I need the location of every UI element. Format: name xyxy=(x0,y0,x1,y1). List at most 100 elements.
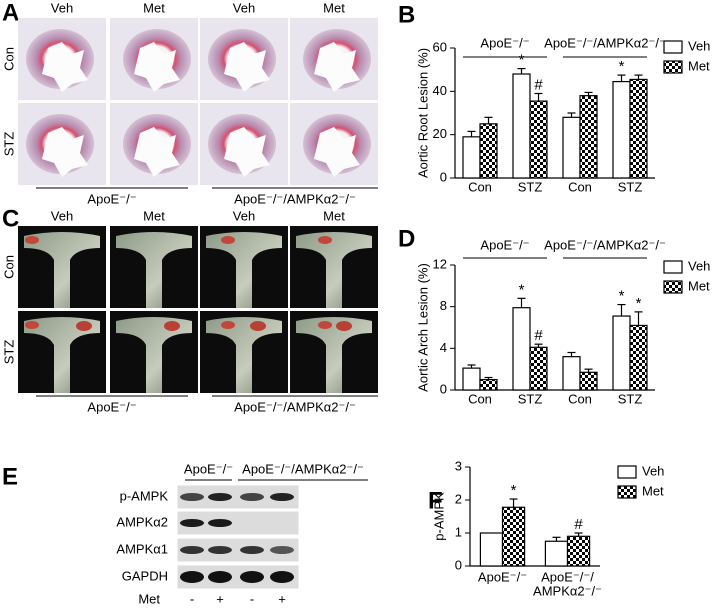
blot-band xyxy=(180,493,204,501)
significance-marker: * xyxy=(619,288,625,305)
column-label: Veh xyxy=(233,0,255,15)
x-tick-label: STZ xyxy=(518,179,543,194)
y-axis-label: p-AMPK xyxy=(431,492,446,541)
lesion xyxy=(221,236,235,244)
group-label: ApoE⁻/⁻/AMPKα2⁻/⁻ xyxy=(234,191,356,206)
lumen xyxy=(224,127,270,177)
y-tick-label: 0 xyxy=(440,169,447,184)
row-label: Con xyxy=(1,255,16,279)
y-tick-label: 40 xyxy=(433,83,447,98)
legend-swatch xyxy=(663,260,683,274)
treatment-label: Met xyxy=(138,591,160,606)
image-tile xyxy=(200,226,288,308)
significance-marker: * xyxy=(519,52,525,69)
group-label: ApoE⁻/⁻/AMPKα2⁻/⁻ xyxy=(544,35,666,50)
blot-row-label: AMPKα2 xyxy=(116,514,168,529)
x-tick-label: Con xyxy=(568,391,592,406)
x-tick-label: Con xyxy=(568,179,592,194)
blot-group-label: ApoE⁻/⁻ xyxy=(184,461,233,476)
panel-label: C xyxy=(2,205,19,232)
aortic-arch xyxy=(116,232,192,308)
image-tile xyxy=(18,311,106,393)
bar xyxy=(462,136,481,179)
blot-row-label: AMPKα1 xyxy=(116,541,168,556)
column-label: Veh xyxy=(233,208,255,223)
lumen xyxy=(42,127,88,177)
significance-marker: # xyxy=(574,516,583,533)
lesion xyxy=(76,321,92,331)
image-tile xyxy=(200,311,288,393)
legend-label: Met xyxy=(642,483,664,498)
group-label: ApoE⁻/⁻/AMPKα2⁻/⁻ xyxy=(544,237,666,252)
legend-label: Veh xyxy=(642,463,664,478)
bar xyxy=(479,123,498,179)
row-label: STZ xyxy=(1,132,16,157)
treatment-level: + xyxy=(216,591,224,606)
image-tile xyxy=(110,226,198,308)
group-label: ApoE⁻/⁻ xyxy=(87,399,136,414)
lesion xyxy=(336,321,352,331)
bar xyxy=(612,80,631,179)
lesion xyxy=(25,321,39,329)
aortic-arch xyxy=(206,317,282,393)
bar xyxy=(529,100,548,179)
y-tick-label: 0 xyxy=(440,381,447,396)
row-label: Con xyxy=(1,47,16,71)
blot-row-label: p-AMPK xyxy=(120,488,169,503)
aortic-arch xyxy=(24,317,100,393)
image-tile xyxy=(110,311,198,393)
lesion xyxy=(221,321,235,329)
aortic-arch xyxy=(24,232,100,308)
x-tick-label: STZ xyxy=(518,391,543,406)
bar xyxy=(612,315,631,391)
legend-swatch xyxy=(617,485,637,499)
x-tick-label: ApoE⁻/⁻ xyxy=(478,569,527,584)
x-tick-label: STZ xyxy=(618,179,643,194)
bar xyxy=(629,78,648,179)
lumen xyxy=(314,42,360,92)
lesion xyxy=(164,321,180,331)
bar xyxy=(529,346,548,391)
lumen xyxy=(314,127,360,177)
blot-row-label: GAPDH xyxy=(122,568,168,583)
bar xyxy=(479,532,504,567)
y-tick-label: 60 xyxy=(433,39,447,54)
bar xyxy=(512,73,531,179)
aortic-arch xyxy=(296,232,372,308)
panel-label: E xyxy=(2,463,18,490)
y-tick-label: 0 xyxy=(455,557,462,572)
bar xyxy=(479,378,498,391)
aortic-arch xyxy=(206,232,282,308)
bar xyxy=(629,324,648,391)
blot-band xyxy=(208,519,232,527)
image-tile xyxy=(18,18,106,100)
lumen xyxy=(224,42,270,92)
y-tick-label: 4 xyxy=(440,340,447,355)
blot-band xyxy=(240,493,264,501)
significance-marker: * xyxy=(511,482,517,499)
blot-band xyxy=(270,571,294,583)
lesion xyxy=(250,321,266,331)
image-tile xyxy=(290,103,378,185)
legend-label: Met xyxy=(688,58,710,73)
y-tick-label: 2 xyxy=(455,491,462,506)
lesion xyxy=(25,236,39,244)
image-tile xyxy=(290,18,378,100)
image-tile xyxy=(110,103,198,185)
lumen xyxy=(134,127,180,177)
treatment-level: - xyxy=(190,591,194,606)
treatment-level: + xyxy=(278,591,286,606)
blot-band xyxy=(240,571,264,583)
row-label: STZ xyxy=(1,340,16,365)
y-axis-label: Aortic Root Lesion (%) xyxy=(415,48,430,178)
legend-swatch xyxy=(663,60,683,74)
legend-label: Veh xyxy=(688,258,710,273)
x-tick-label: Con xyxy=(468,391,492,406)
image-tile xyxy=(290,311,378,393)
significance-marker: # xyxy=(534,76,543,93)
lumen xyxy=(134,42,180,92)
bar xyxy=(562,116,581,179)
image-tile xyxy=(200,103,288,185)
column-label: Veh xyxy=(51,208,73,223)
legend-swatch xyxy=(663,40,683,54)
